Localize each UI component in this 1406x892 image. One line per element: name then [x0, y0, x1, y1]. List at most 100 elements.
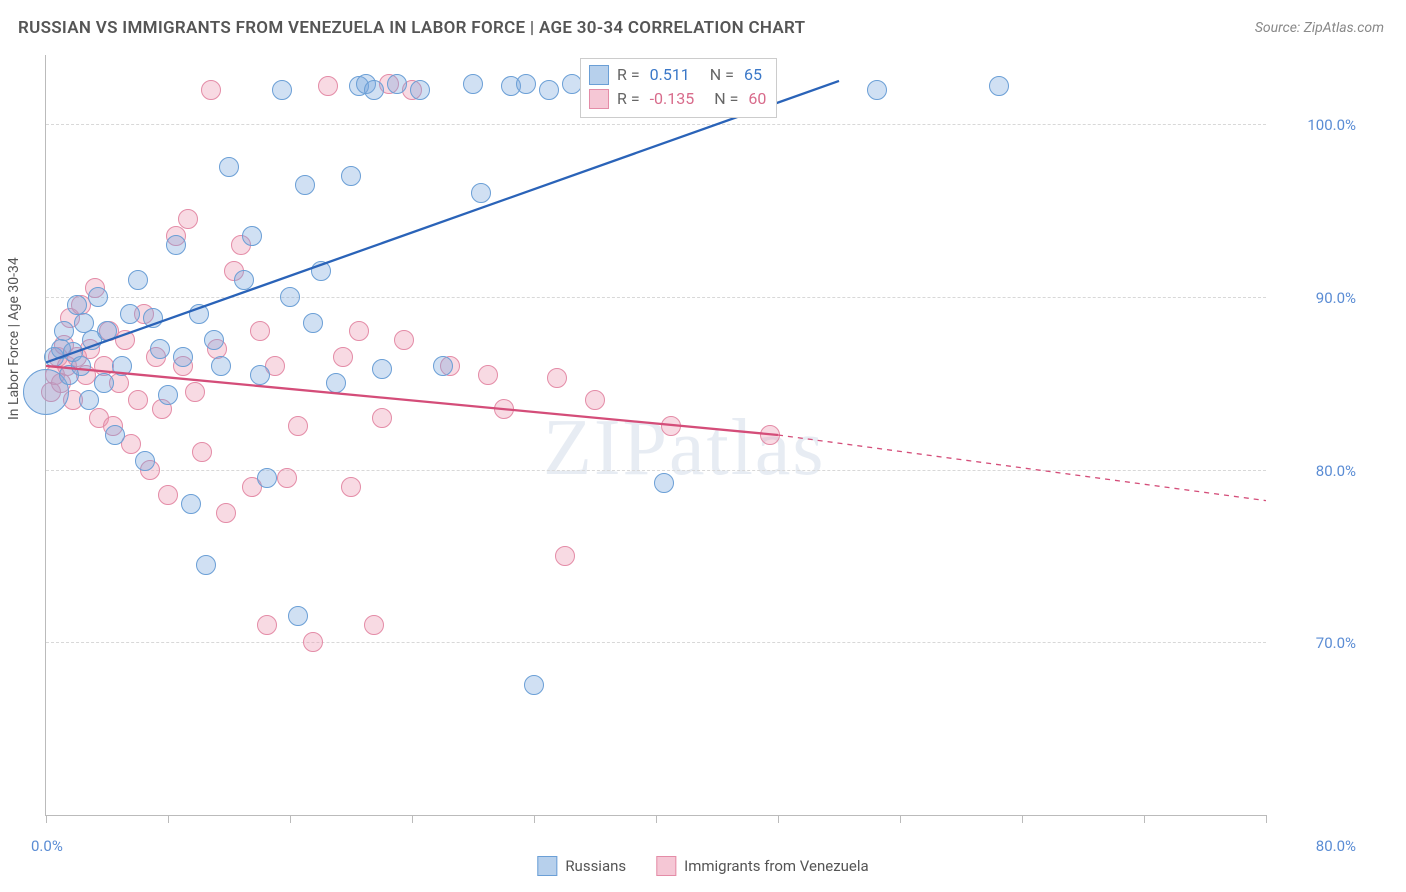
x-tick: [778, 815, 779, 823]
legend-item-venezuela: Immigrants from Venezuela: [656, 856, 869, 876]
data-point: [341, 166, 361, 186]
x-tick: [656, 815, 657, 823]
data-point: [288, 416, 308, 436]
data-point: [257, 468, 277, 488]
data-point: [88, 287, 108, 307]
data-point: [349, 321, 369, 341]
data-point: [303, 313, 323, 333]
x-tick: [534, 815, 535, 823]
data-point: [196, 555, 216, 575]
data-point: [280, 287, 300, 307]
data-point: [311, 261, 331, 281]
data-point: [120, 304, 140, 324]
data-point: [539, 80, 559, 100]
legend-row-venezuela: R = -0.135 N = 60: [589, 87, 766, 111]
data-point: [219, 157, 239, 177]
data-point: [471, 183, 491, 203]
chart-title: RUSSIAN VS IMMIGRANTS FROM VENEZUELA IN …: [18, 18, 805, 38]
gridline: 80.0%: [46, 470, 1266, 471]
n-value-russians: 65: [744, 63, 762, 87]
data-point: [585, 390, 605, 410]
x-tick: [412, 815, 413, 823]
data-point: [128, 390, 148, 410]
data-point: [341, 477, 361, 497]
x-tick: [290, 815, 291, 823]
data-point: [661, 416, 681, 436]
data-point: [54, 321, 74, 341]
swatch-russians: [589, 65, 609, 85]
data-point: [112, 356, 132, 376]
data-point: [372, 359, 392, 379]
gridline: 90.0%: [46, 297, 1266, 298]
data-point: [277, 468, 297, 488]
swatch-venezuela: [589, 89, 609, 109]
plot-area: ZIPatlas 70.0%80.0%90.0%100.0% 0.0% 80.0…: [45, 55, 1266, 816]
data-point: [185, 382, 205, 402]
n-value-venezuela: 60: [748, 87, 766, 111]
data-point: [555, 546, 575, 566]
x-tick: [46, 815, 47, 823]
data-point: [115, 330, 135, 350]
data-point: [272, 80, 292, 100]
y-tick-label: 80.0%: [1276, 462, 1356, 480]
data-point: [250, 365, 270, 385]
data-point: [189, 304, 209, 324]
data-point: [143, 308, 163, 328]
x-tick: [1266, 815, 1267, 823]
data-point: [364, 615, 384, 635]
data-point: [387, 74, 407, 94]
data-point: [135, 451, 155, 471]
data-point: [364, 80, 384, 100]
data-point: [288, 606, 308, 626]
data-point: [158, 485, 178, 505]
y-tick-label: 100.0%: [1276, 116, 1356, 134]
data-point: [463, 74, 483, 94]
x-tick: [1144, 815, 1145, 823]
x-tick: [900, 815, 901, 823]
data-point: [547, 368, 567, 388]
data-point: [433, 356, 453, 376]
x-tick: [168, 815, 169, 823]
data-point: [79, 390, 99, 410]
data-point: [867, 80, 887, 100]
legend-item-russians: Russians: [537, 856, 626, 876]
swatch-venezuela-bottom: [656, 856, 676, 876]
data-point: [71, 356, 91, 376]
data-point: [394, 330, 414, 350]
data-point: [524, 675, 544, 695]
data-point: [478, 365, 498, 385]
data-point: [654, 473, 674, 493]
data-point: [333, 347, 353, 367]
data-point: [234, 270, 254, 290]
data-point: [97, 321, 117, 341]
data-point: [372, 408, 392, 428]
data-point: [94, 373, 114, 393]
data-point: [303, 632, 323, 652]
data-point: [257, 615, 277, 635]
data-point: [410, 80, 430, 100]
correlation-legend: R = 0.511 N = 65 R = -0.135 N = 60: [580, 58, 777, 118]
data-point: [178, 209, 198, 229]
r-value-russians: 0.511: [650, 63, 690, 87]
y-tick-label: 90.0%: [1276, 289, 1356, 307]
x-axis-min-label: 0.0%: [31, 837, 63, 855]
data-point: [173, 347, 193, 367]
data-point: [166, 235, 186, 255]
data-point: [204, 330, 224, 350]
data-point: [989, 76, 1009, 96]
x-axis-max-label: 80.0%: [1276, 837, 1356, 855]
x-tick: [1022, 815, 1023, 823]
swatch-russians-bottom: [537, 856, 557, 876]
data-point: [150, 339, 170, 359]
data-point: [181, 494, 201, 514]
data-point: [318, 76, 338, 96]
data-point: [326, 373, 346, 393]
regression-line: [778, 435, 1266, 501]
series-legend: Russians Immigrants from Venezuela: [537, 856, 868, 876]
data-point: [158, 385, 178, 405]
data-point: [494, 399, 514, 419]
data-point: [128, 270, 148, 290]
data-point: [516, 74, 536, 94]
gridline: 100.0%: [46, 124, 1266, 125]
source-attribution: Source: ZipAtlas.com: [1255, 20, 1384, 36]
